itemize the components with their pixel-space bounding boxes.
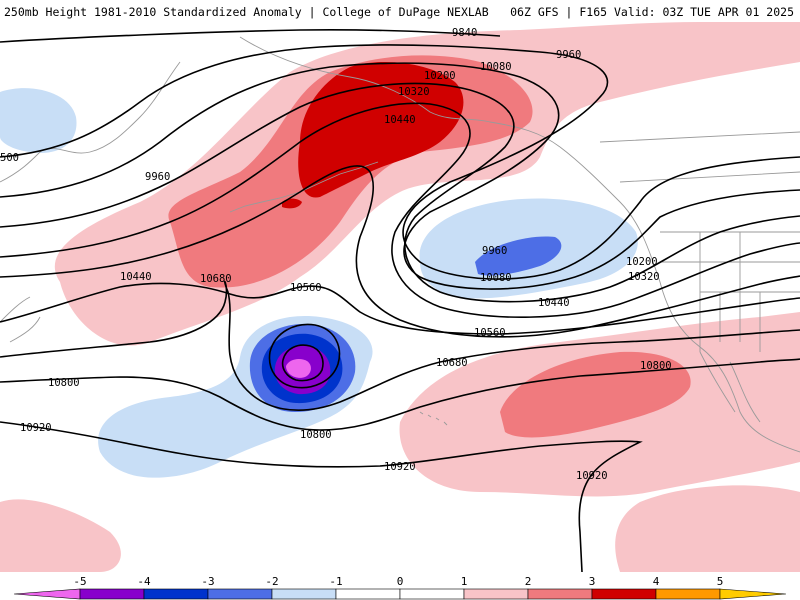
contour-label: 10320 (628, 271, 660, 283)
colorbar-bin (79, 588, 145, 600)
colorbar-bin (207, 588, 273, 600)
canada-border (599, 131, 800, 183)
colorbar-bin (143, 588, 209, 600)
colorbar-ticks: -5 -4 -3 -2 -1 0 1 2 3 4 5 (73, 575, 723, 588)
colorbar-bin (335, 588, 401, 600)
height-contours (0, 29, 800, 572)
anomaly-pos3-ridge-core (298, 62, 464, 198)
anomaly-pos2-subtropical (500, 351, 691, 438)
colorbar-bin (527, 588, 593, 600)
contour-label: 10440 (384, 114, 416, 126)
contour-label: 500 (0, 152, 19, 164)
contour-label: 10680 (436, 357, 468, 369)
colorbar-tick: -1 (329, 575, 342, 588)
coastline-north-america (559, 146, 800, 453)
contour-label: 10440 (120, 271, 152, 283)
contour-label: 10560 (474, 327, 506, 339)
colorbar-tick: 2 (525, 575, 532, 588)
contour-cutoff-inner (268, 323, 341, 389)
contour-label: 10800 (48, 377, 80, 389)
contour-label: 10560 (290, 282, 322, 294)
contour-label: 10200 (424, 70, 456, 82)
contour-10800 (0, 358, 800, 431)
hawaii-islands (419, 411, 448, 426)
anomaly-neg5-core (286, 358, 311, 378)
contour-label: 10680 (200, 273, 232, 285)
contour-10200 (0, 82, 800, 303)
anomaly-pos1-southwest (0, 499, 121, 572)
contour-10320 (0, 102, 800, 318)
contour-10440 (0, 165, 800, 338)
anomaly-neg1-west-edge (0, 88, 77, 153)
contour-10560 (0, 282, 800, 335)
contour-10080 (0, 62, 800, 290)
colorbar-tick: 0 (397, 575, 404, 588)
contour-label: 10320 (398, 86, 430, 98)
colorbar-tick: 3 (589, 575, 596, 588)
coastline-alaska (239, 36, 561, 148)
colorbar-arrow-max (719, 588, 787, 600)
contour-9840 (0, 29, 501, 43)
contour-label: 9960 (556, 49, 581, 61)
anomaly-map: 9840 9960 10080 10200 10320 10440 9960 1… (0, 22, 800, 572)
colorbar-tick: -3 (201, 575, 214, 588)
coastline-japan (0, 296, 41, 343)
anomaly-shading (0, 22, 800, 572)
contour-label: 10800 (640, 360, 672, 372)
coastline-asia (0, 61, 181, 183)
us-state-borders (660, 231, 800, 352)
contour-label: 10080 (480, 272, 512, 284)
contour-label: 10800 (300, 429, 332, 441)
contour-label: 10080 (480, 61, 512, 73)
colorbar-bin (463, 588, 529, 600)
contour-label: 9960 (145, 171, 170, 183)
map-header: 250mb Height 1981-2010 Standardized Anom… (0, 0, 800, 22)
model-run-info: 06Z GFS | F165 Valid: 03Z TUE APR 01 202… (510, 5, 794, 19)
colorbar-tick: 1 (461, 575, 468, 588)
contour-label: 9840 (452, 27, 477, 39)
anomaly-pos3-fleck (282, 198, 302, 209)
contour-10920 (0, 421, 643, 572)
colorbar-tick: -5 (73, 575, 86, 588)
coastlines (0, 36, 800, 453)
contour-labels: 9840 9960 10080 10200 10320 10440 9960 1… (0, 27, 672, 482)
colorbar-bin (655, 588, 721, 600)
anomaly-pos1-southeast (615, 485, 800, 572)
contour-10680 (0, 280, 800, 411)
colorbar-tick: 4 (653, 575, 660, 588)
contour-label: 10920 (576, 470, 608, 482)
contour-cutoff-ring2 (281, 344, 324, 382)
contour-label: 9960 (482, 245, 507, 257)
colorbar-bin (591, 588, 657, 600)
colorbar-bin (399, 588, 465, 600)
colorbar-bin (271, 588, 337, 600)
colorbar-tick: -4 (137, 575, 151, 588)
colorbar-bins (13, 588, 787, 600)
anomaly-colorbar: -5 -4 -3 -2 -1 0 1 2 3 4 5 (0, 572, 800, 600)
anomaly-neg2-low (475, 236, 562, 276)
colorbar-tick: 5 (717, 575, 724, 588)
coastline-baja (699, 351, 761, 423)
contour-label: 10440 (538, 297, 570, 309)
contour-label: 10200 (626, 256, 658, 268)
contour-label: 10920 (20, 422, 52, 434)
map-title: 250mb Height 1981-2010 Standardized Anom… (4, 5, 489, 19)
colorbar-tick: -2 (265, 575, 278, 588)
contour-label: 10920 (384, 461, 416, 473)
